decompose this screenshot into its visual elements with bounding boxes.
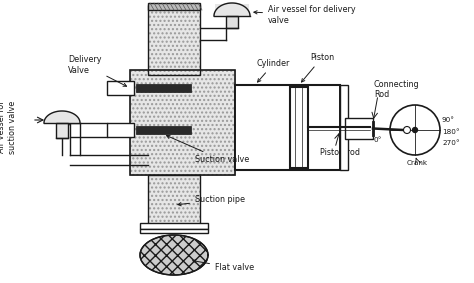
Bar bbox=[235, 85, 340, 170]
Bar bbox=[107, 123, 134, 137]
Text: Suction pipe: Suction pipe bbox=[178, 196, 245, 206]
Bar bbox=[148, 5, 200, 75]
Text: Piston: Piston bbox=[301, 53, 334, 82]
Bar bbox=[136, 126, 191, 134]
Bar bbox=[148, 175, 200, 225]
Text: Flat valve: Flat valve bbox=[193, 260, 254, 273]
Bar bbox=[345, 118, 373, 139]
Text: Crank: Crank bbox=[407, 160, 428, 166]
Text: 270°: 270° bbox=[442, 140, 460, 146]
Text: Connecting
Rod: Connecting Rod bbox=[374, 80, 419, 99]
Text: Suction valve: Suction valve bbox=[166, 135, 249, 164]
Text: Cylinder: Cylinder bbox=[257, 59, 291, 82]
Circle shape bbox=[412, 128, 418, 132]
Bar bbox=[215, 4, 249, 16]
Bar bbox=[235, 85, 340, 170]
Bar bbox=[56, 123, 68, 138]
Text: Air vessel for delivery
valve: Air vessel for delivery valve bbox=[254, 5, 356, 25]
Bar bbox=[136, 84, 191, 92]
Text: Piston rod: Piston rod bbox=[320, 148, 360, 157]
Ellipse shape bbox=[140, 235, 208, 275]
Polygon shape bbox=[214, 3, 250, 16]
Bar bbox=[148, 175, 200, 225]
Circle shape bbox=[390, 105, 440, 155]
Text: Delivery
Valve: Delivery Valve bbox=[68, 55, 127, 86]
Text: 180°: 180° bbox=[442, 129, 460, 135]
Bar bbox=[235, 85, 300, 170]
Bar bbox=[140, 229, 208, 233]
Bar bbox=[340, 85, 348, 170]
Text: 0°: 0° bbox=[374, 137, 383, 143]
Bar bbox=[290, 87, 308, 168]
Bar bbox=[140, 223, 208, 229]
Bar bbox=[148, 5, 200, 75]
Bar bbox=[107, 81, 134, 95]
Text: Air vessel for
suction valve: Air vessel for suction valve bbox=[0, 100, 17, 154]
Bar bbox=[130, 70, 235, 175]
Bar bbox=[148, 3, 200, 10]
Bar bbox=[130, 70, 235, 175]
Bar bbox=[226, 16, 238, 28]
Text: 90°: 90° bbox=[442, 117, 455, 123]
Circle shape bbox=[403, 127, 410, 134]
Polygon shape bbox=[44, 111, 80, 123]
